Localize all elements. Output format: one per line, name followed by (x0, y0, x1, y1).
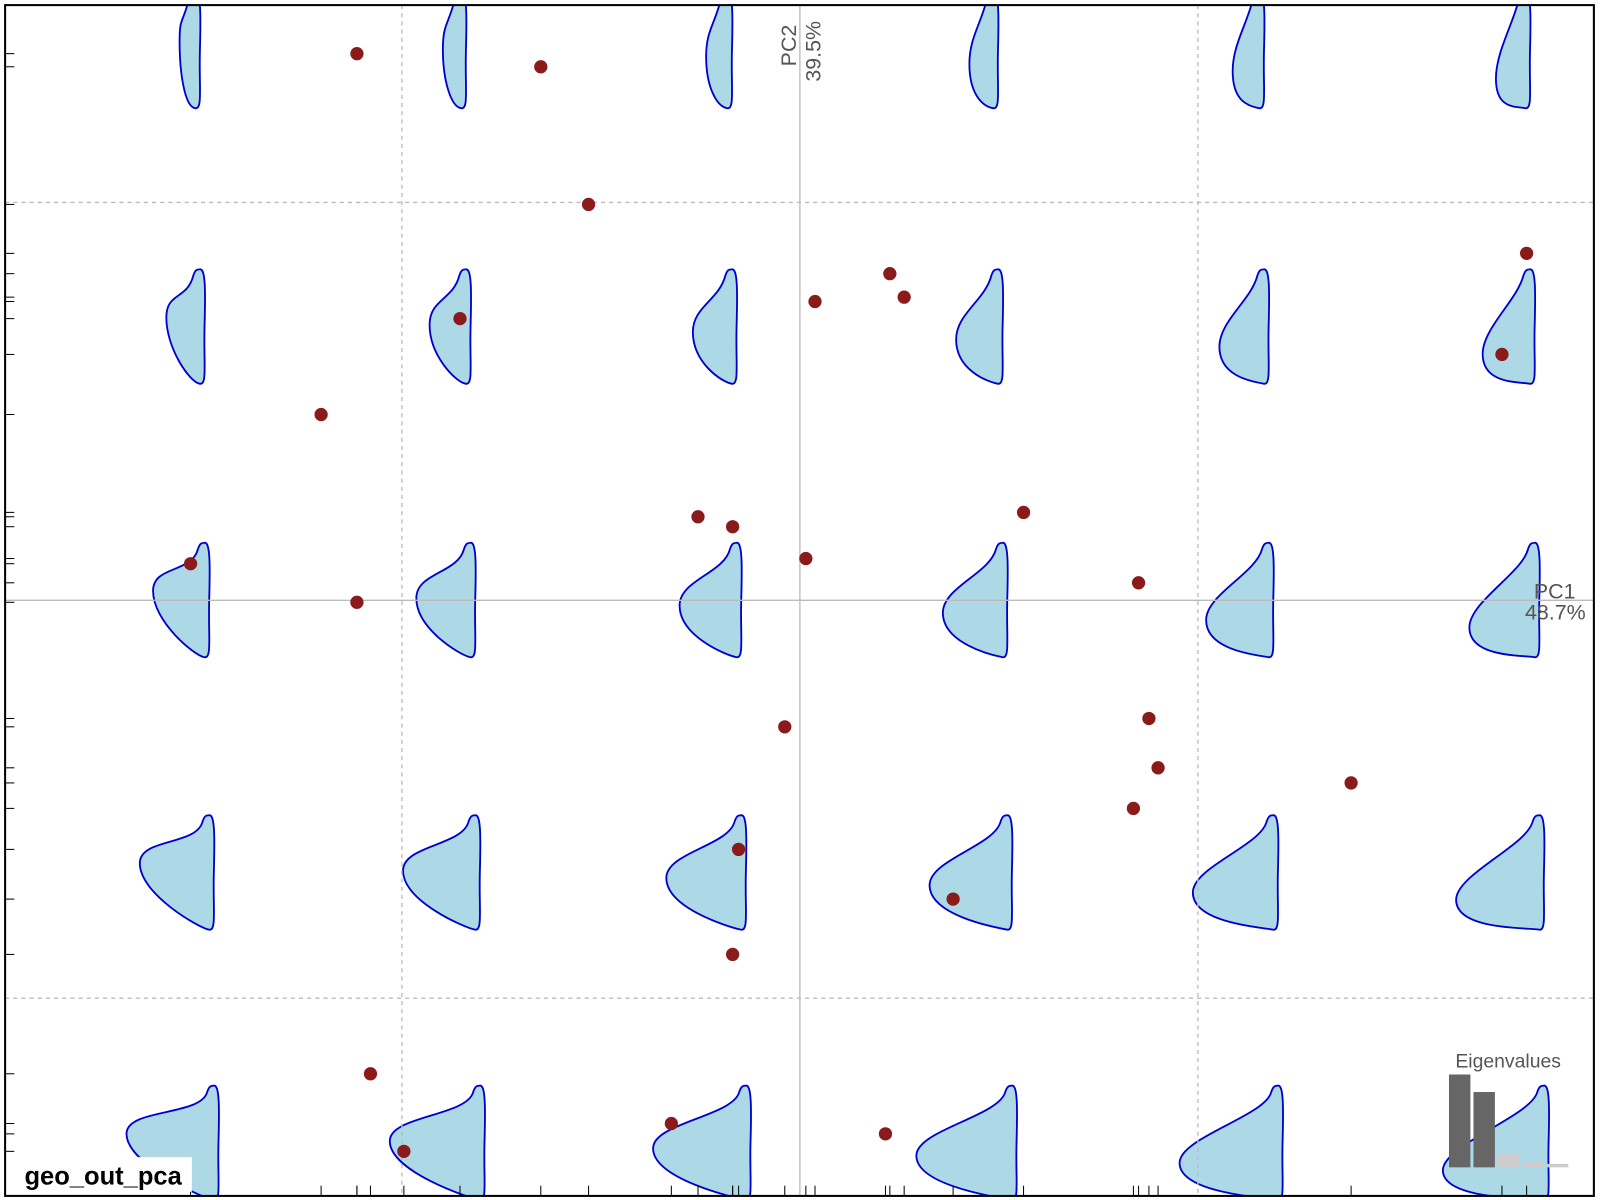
point (1126, 801, 1141, 816)
point (1344, 776, 1358, 790)
density-glyph (402, 814, 482, 931)
point (1131, 576, 1146, 590)
point (363, 1067, 378, 1081)
point (878, 1127, 893, 1141)
eigen-bar (1497, 1153, 1520, 1168)
point (1151, 761, 1165, 775)
eigen-bar (1546, 1163, 1569, 1168)
point (808, 294, 822, 309)
point (664, 1116, 678, 1131)
point (183, 557, 198, 571)
density-glyph (705, 5, 734, 110)
point (350, 47, 364, 61)
eigen-bar (1448, 1074, 1471, 1168)
point (799, 551, 813, 566)
density-glyph (428, 268, 472, 385)
density-glyph (178, 5, 202, 110)
chart-title: geo_out_pca (24, 1163, 182, 1191)
point (1016, 505, 1031, 520)
point (731, 842, 746, 857)
density-glyph (691, 268, 738, 385)
x-axis-label: 48.7% (1525, 601, 1586, 625)
density-glyph (1231, 5, 1266, 110)
density-glyph (968, 5, 1000, 110)
y-axis-label: PC2 (777, 25, 801, 67)
point (314, 407, 328, 422)
density-glyph (1455, 814, 1546, 931)
point (897, 290, 911, 304)
density-glyph (165, 268, 206, 385)
point (691, 510, 705, 524)
point (581, 197, 596, 212)
density-glyph (915, 1084, 1018, 1196)
density-glyph (652, 1084, 752, 1196)
point (883, 267, 897, 281)
point (453, 311, 467, 326)
point (778, 720, 792, 734)
point (946, 892, 960, 906)
density-glyph (1441, 1084, 1550, 1196)
eigen-bar (1473, 1092, 1495, 1168)
point (1495, 347, 1509, 362)
title-background (18, 1157, 192, 1192)
density-glyph (441, 5, 468, 110)
density-glyph (1178, 1084, 1284, 1196)
density-glyph (138, 814, 216, 931)
x-axis-label: PC1 (1534, 579, 1576, 603)
point (1519, 246, 1534, 261)
density-glyphs (125, 5, 1550, 1196)
point (397, 1144, 411, 1158)
density-glyph (1494, 5, 1532, 110)
density-glyph (955, 268, 1005, 385)
point (1142, 711, 1156, 726)
density-glyph (1218, 268, 1271, 385)
density-glyph (388, 1084, 486, 1196)
point (350, 595, 364, 609)
y-axis-label: 39.5% (801, 21, 825, 82)
density-glyph (1191, 814, 1280, 931)
eigen-bar (1522, 1162, 1544, 1168)
plot-frame (4, 4, 1595, 1197)
point (534, 60, 548, 74)
point (725, 947, 740, 962)
point (725, 520, 740, 534)
density-glyph (665, 814, 748, 931)
eigen-title: Eigenvalues (1455, 1050, 1561, 1072)
